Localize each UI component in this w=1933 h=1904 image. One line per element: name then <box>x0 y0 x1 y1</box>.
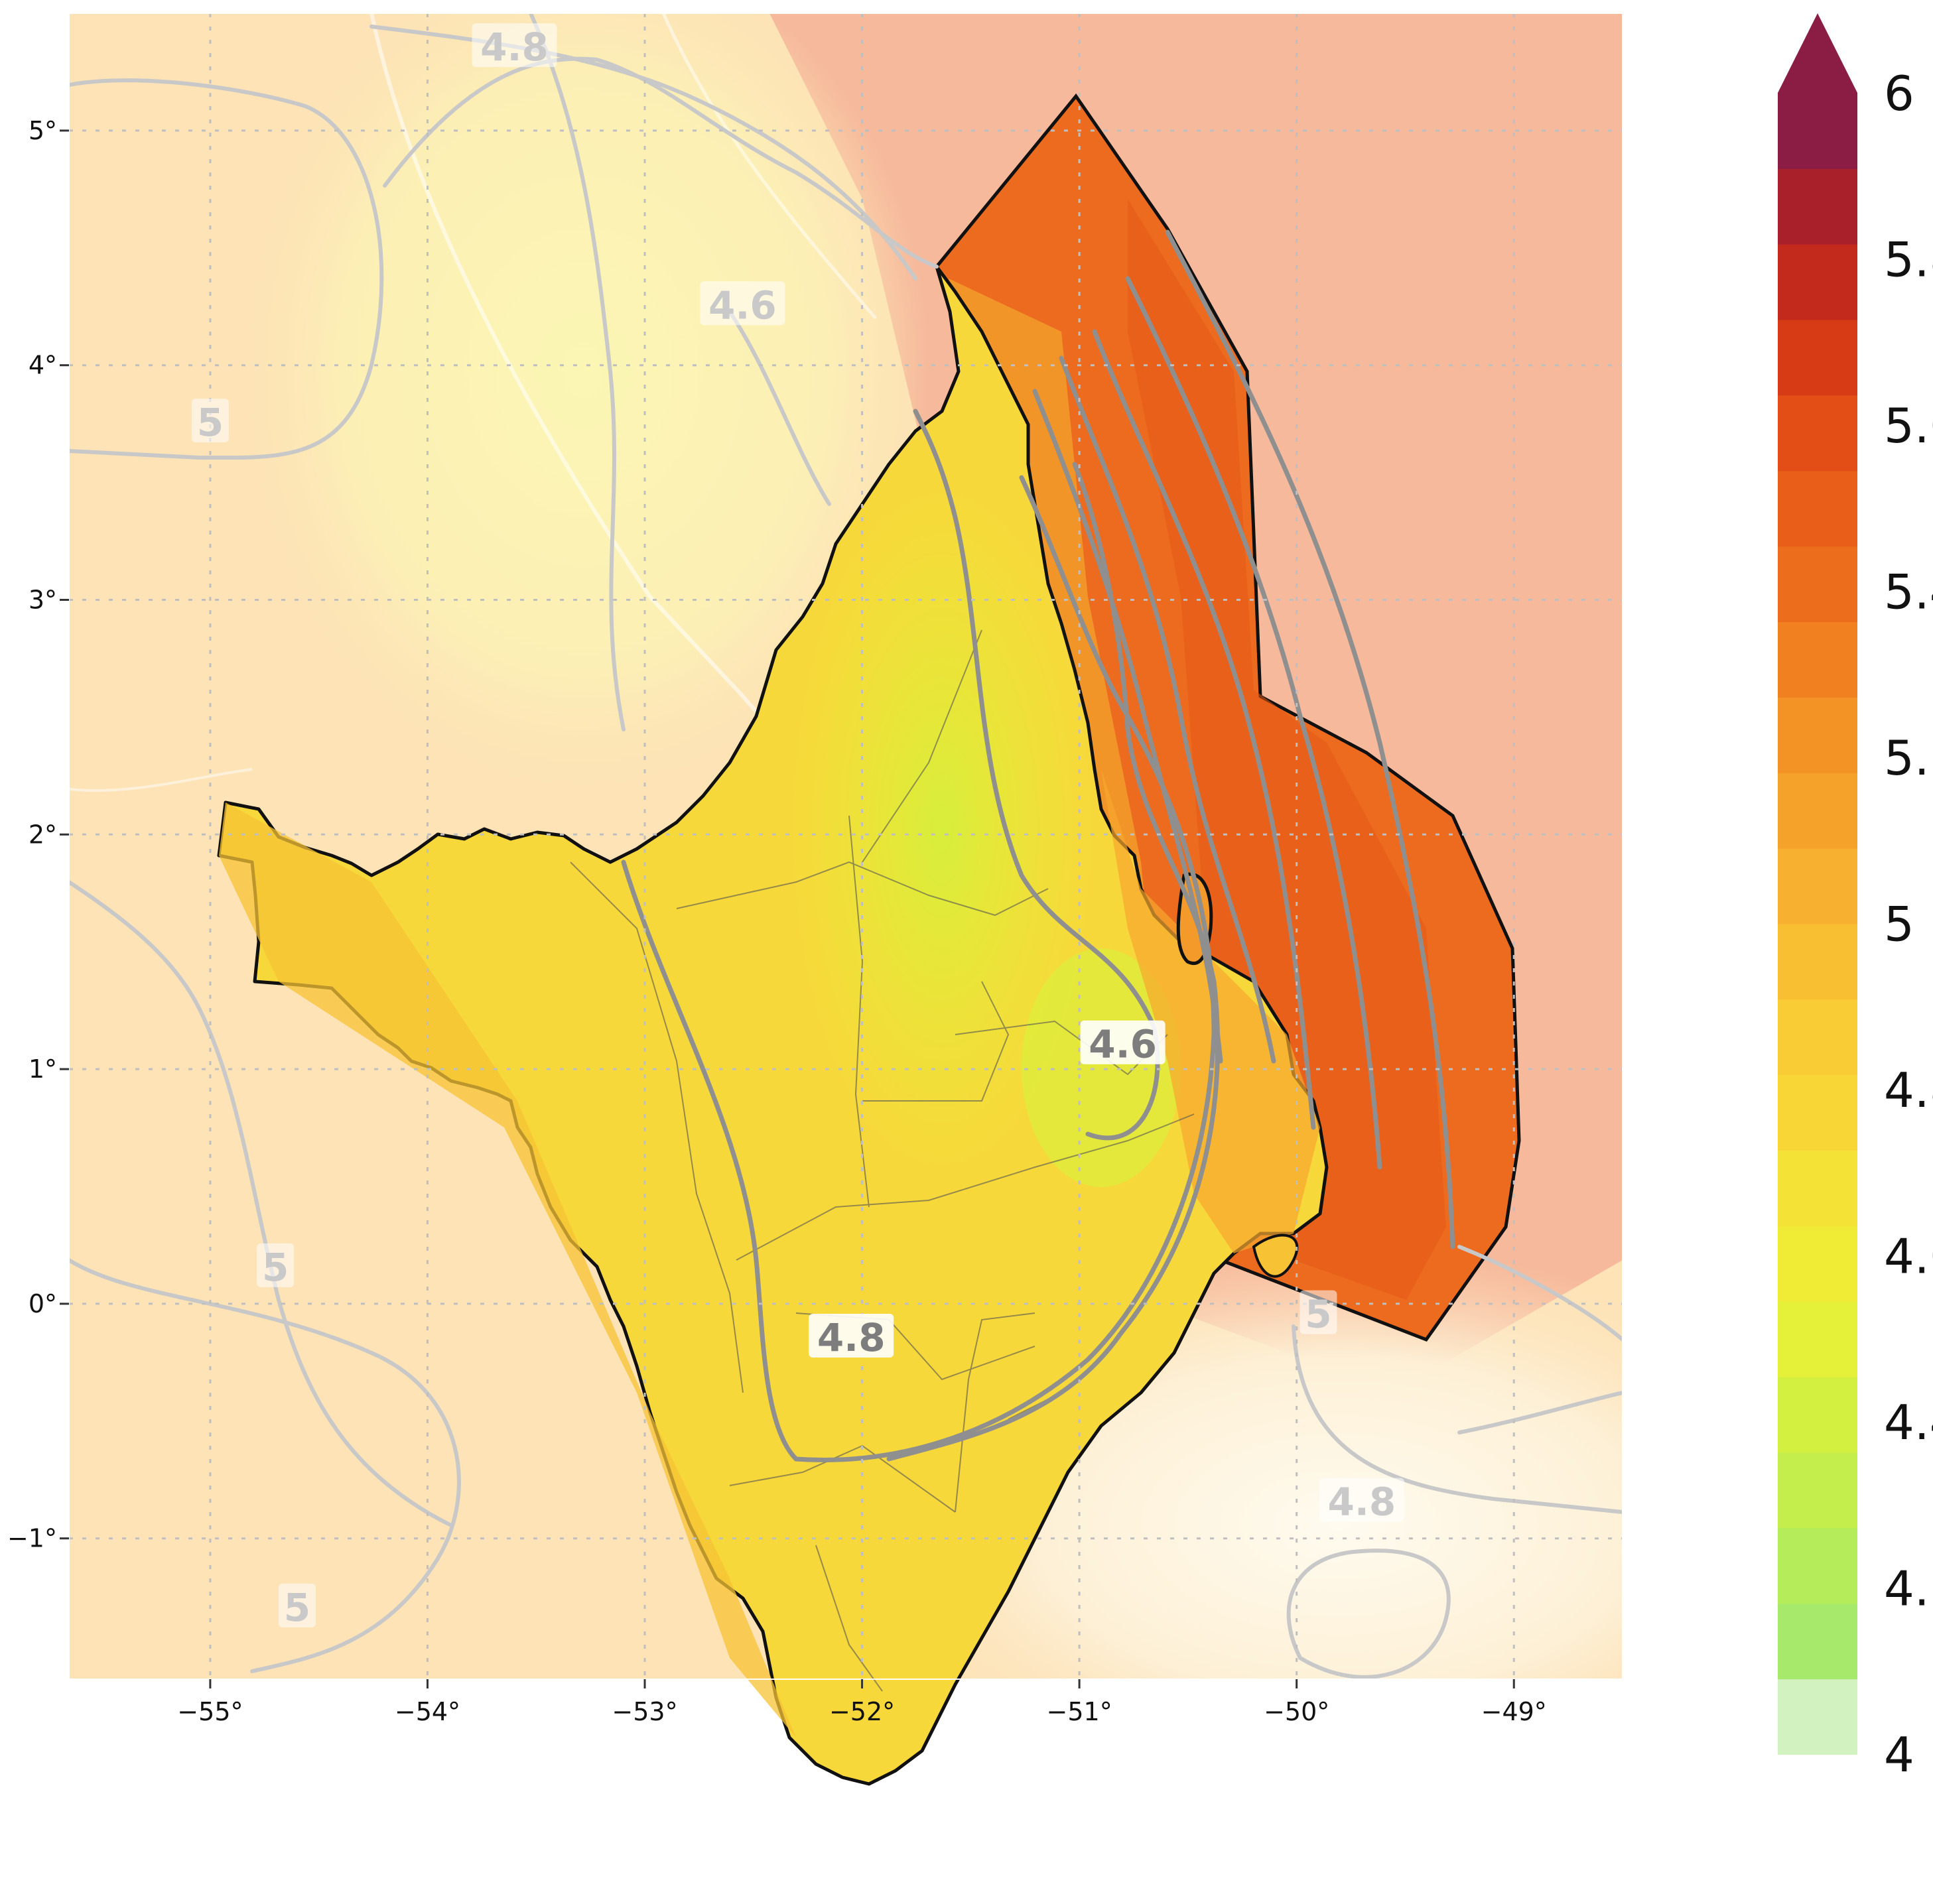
x-tick-label: −54° <box>395 1697 460 1726</box>
contour-label-bg <box>278 1583 316 1627</box>
colorbar-tick-label: 6 <box>1884 66 1914 121</box>
colorbar-swatch <box>1778 243 1857 320</box>
colorbar-swatch <box>1778 1301 1857 1377</box>
colorbar-swatch <box>1778 999 1857 1076</box>
colorbar-swatch <box>1778 923 1857 1000</box>
x-tick-label: −53° <box>612 1697 677 1726</box>
y-tick-label: −1° <box>7 1524 57 1553</box>
colorbar: 6 5.8 5.6 5.4 5.2 5 4.8 4.6 4.4 4.2 4 <box>1778 13 1933 1783</box>
y-tick-label: 0° <box>29 1289 57 1318</box>
colorbar-tick-label: 4.8 <box>1884 1062 1933 1118</box>
colorbar-tick-label: 4.2 <box>1884 1561 1933 1617</box>
colorbar-swatch <box>1778 1452 1857 1529</box>
contour-label-bg <box>472 23 557 68</box>
plot-frame <box>68 13 1623 1680</box>
colorbar-tick-label: 5.6 <box>1884 398 1933 454</box>
colorbar-swatch <box>1778 1150 1857 1226</box>
contour-label-bg <box>700 281 785 326</box>
colorbar-tick-label: 5.4 <box>1884 564 1933 620</box>
colorbar-swatch <box>1778 168 1857 245</box>
colorbar-extend-arrow <box>1778 13 1857 93</box>
colorbar-tick-label: 5.8 <box>1884 232 1933 288</box>
contour-lines <box>621 229 1455 1462</box>
colorbar-tick-label: 4.4 <box>1884 1395 1933 1450</box>
colorbar-swatch <box>1778 1376 1857 1453</box>
y-tick-label: 3° <box>29 586 57 615</box>
colorbar-swatch <box>1778 772 1857 849</box>
x-tick-label: −50° <box>1264 1697 1329 1726</box>
y-tick-label: 4° <box>29 351 57 380</box>
contour-label-bg <box>1319 1478 1404 1522</box>
colorbar-swatch <box>1778 696 1857 773</box>
state-field-shading <box>219 484 1320 1738</box>
contour-label: 4.6 <box>708 283 777 328</box>
contour-label: 5 <box>262 1245 289 1290</box>
y-tick-label: 1° <box>29 1054 57 1084</box>
contour-label-bg <box>1300 1290 1337 1334</box>
contour-label: 4.8 <box>480 25 549 70</box>
colorbar-swatch <box>1778 1679 1857 1755</box>
contour-lines-outside <box>69 13 1623 1679</box>
contour-label-bg <box>1080 1020 1166 1064</box>
contour-label-bg <box>191 399 229 443</box>
y-tick-label: 2° <box>29 820 57 849</box>
contour-label: 5 <box>197 400 224 445</box>
x-tick-label: −51° <box>1047 1697 1112 1726</box>
colorbar-swatch <box>1778 1527 1857 1604</box>
colorbar-swatch <box>1778 395 1857 472</box>
contour-label-bg <box>809 1313 894 1358</box>
colorbar-tick-label: 5.2 <box>1884 730 1933 786</box>
contour-label: 5 <box>284 1585 310 1630</box>
y-axis: 5° 4° 3° 2° 1° 0° −1° <box>7 116 69 1553</box>
x-tick-label: −55° <box>177 1697 243 1726</box>
colorbar-swatch <box>1778 848 1857 924</box>
colorbar-swatch <box>1778 621 1857 698</box>
contour-label: 5 <box>1305 1292 1331 1337</box>
contour-labels: 4.8 4.6 5 4.6 4.8 5 5 4.8 5 <box>191 23 1404 1630</box>
colorbar-tick-label: 4 <box>1884 1727 1914 1783</box>
colorbar-swatch <box>1778 546 1857 623</box>
contour-label-bg <box>257 1243 295 1287</box>
colorbar-swatch <box>1778 1603 1857 1680</box>
colorbar-tick-label: 4.6 <box>1884 1229 1933 1285</box>
colorbar-swatch <box>1778 319 1857 396</box>
colorbar-swatch <box>1778 470 1857 547</box>
contour-label: 4.8 <box>817 1315 886 1360</box>
x-tick-label: −49° <box>1481 1697 1547 1726</box>
colorbar-swatch <box>1778 1074 1857 1151</box>
colorbar-swatch <box>1778 93 1857 169</box>
x-tick-label: −52° <box>829 1697 895 1726</box>
colorbar-tick-label: 5 <box>1884 897 1914 952</box>
contour-label: 4.8 <box>1328 1480 1396 1525</box>
contour-label: 4.6 <box>1089 1022 1157 1067</box>
x-axis: −55° −54° −53° −52° −51° −50° −49° <box>177 1679 1547 1726</box>
y-tick-label: 5° <box>29 116 57 145</box>
municipal-boundaries <box>570 629 1195 1692</box>
colorbar-swatch <box>1778 1225 1857 1302</box>
